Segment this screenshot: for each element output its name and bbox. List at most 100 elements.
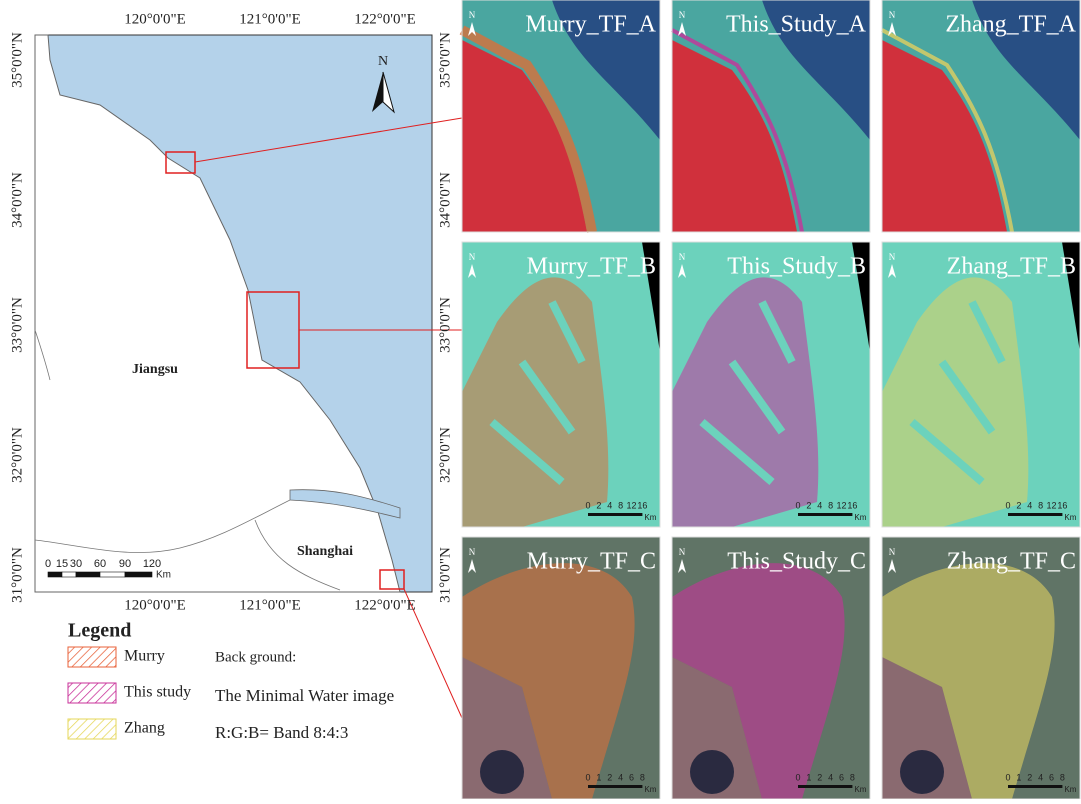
scale-label: 16 bbox=[847, 500, 857, 510]
scale-label: 1 bbox=[596, 772, 601, 782]
lon-label: 120°0'0"E bbox=[124, 597, 186, 613]
scale-unit: Km bbox=[644, 513, 656, 522]
scale-label: 4 bbox=[828, 772, 833, 782]
background-note: R:G:B= Band 8:4:3 bbox=[215, 723, 348, 742]
panel-north: N bbox=[679, 252, 686, 262]
scale-label: 30 bbox=[70, 558, 82, 570]
scale-label: 2 bbox=[817, 772, 822, 782]
scale-label: 0 bbox=[585, 500, 590, 510]
scale-label: 15 bbox=[56, 558, 68, 570]
scale-label: 16 bbox=[637, 500, 647, 510]
lat-label: 33°0'0"N bbox=[9, 297, 25, 353]
scale-bar bbox=[588, 513, 642, 516]
scale-unit: Km bbox=[644, 785, 656, 794]
background-note: Back ground: bbox=[215, 649, 296, 665]
panel-title: Murry_TF_A bbox=[525, 12, 656, 38]
scale-label: 120 bbox=[143, 558, 161, 570]
panel: NThis_Study_A bbox=[672, 0, 870, 232]
scale-label: 4 bbox=[1038, 772, 1043, 782]
panel: N Zhang_TF_A bbox=[882, 0, 1080, 232]
panel-title: Zhang_TF_C bbox=[947, 549, 1076, 575]
scale-label: 12 bbox=[627, 500, 637, 510]
scale-label: 4 bbox=[817, 500, 822, 510]
panel-north: N bbox=[469, 547, 476, 557]
scale-bar bbox=[798, 785, 852, 788]
scale-unit: Km bbox=[156, 570, 171, 581]
legend-title: Legend bbox=[68, 620, 131, 642]
panel-north: N bbox=[889, 10, 896, 20]
lat-label: 32°0'0"N bbox=[9, 427, 25, 483]
scale-label: 8 bbox=[618, 500, 623, 510]
panel: NZhang_TF_C012468Km bbox=[882, 537, 1080, 799]
scale-segment bbox=[62, 572, 76, 577]
figure: Jiangsu Shanghai N 015306090120Km 120°0'… bbox=[0, 0, 1081, 799]
scale-label: 0 bbox=[795, 772, 800, 782]
legend-label: This study bbox=[124, 684, 191, 701]
scale-label: 90 bbox=[119, 558, 131, 570]
scale-unit: Km bbox=[854, 785, 866, 794]
image-land bbox=[690, 750, 734, 794]
scale-segment bbox=[100, 572, 125, 577]
scale-label: 2 bbox=[596, 500, 601, 510]
legend-swatch bbox=[68, 647, 116, 667]
lon-label: 122°0'0"E bbox=[354, 11, 416, 27]
panel-north: N bbox=[679, 547, 686, 557]
image-land bbox=[900, 750, 944, 794]
scale-label: 12 bbox=[1047, 500, 1057, 510]
scale-label: 2 bbox=[1027, 772, 1032, 782]
scale-label: 0 bbox=[585, 772, 590, 782]
scale-segment bbox=[48, 572, 62, 577]
lat-label: 35°0'0"N bbox=[9, 32, 25, 88]
scale-label: 4 bbox=[618, 772, 623, 782]
legend-label: Murry bbox=[124, 648, 165, 665]
scale-label: 4 bbox=[1027, 500, 1032, 510]
panel-title: This_Study_B bbox=[727, 254, 866, 280]
scale-label: 16 bbox=[1057, 500, 1067, 510]
scale-unit: Km bbox=[1064, 785, 1076, 794]
panel: N Murry_TF_A bbox=[462, 0, 660, 232]
scale-label: 1 bbox=[1016, 772, 1021, 782]
lat-label: 33°0'0"N bbox=[437, 297, 453, 353]
scale-bar bbox=[798, 513, 852, 516]
scale-label: 12 bbox=[837, 500, 847, 510]
scale-unit: Km bbox=[1064, 513, 1076, 522]
legend-label: Zhang bbox=[124, 720, 165, 737]
background-note: The Minimal Water image bbox=[215, 686, 394, 705]
scale-label: 0 bbox=[1005, 500, 1010, 510]
scale-label: 60 bbox=[94, 558, 106, 570]
region-label: Shanghai bbox=[297, 544, 353, 559]
lat-label: 34°0'0"N bbox=[437, 172, 453, 228]
panel-north: N bbox=[679, 10, 686, 20]
panel-title: Murry_TF_B bbox=[527, 254, 656, 280]
scale-bar bbox=[1008, 513, 1062, 516]
scale-label: 4 bbox=[607, 500, 612, 510]
image-land bbox=[480, 750, 524, 794]
scale-segment bbox=[125, 572, 152, 577]
legend: Murry This study Zhang bbox=[68, 647, 191, 739]
lon-label: 122°0'0"E bbox=[354, 597, 416, 613]
legend-swatch bbox=[68, 683, 116, 703]
lon-label: 121°0'0"E bbox=[239, 597, 301, 613]
north-label: N bbox=[378, 54, 388, 69]
lat-label: 35°0'0"N bbox=[437, 32, 453, 88]
scale-label: 8 bbox=[1060, 772, 1065, 782]
lat-label: 32°0'0"N bbox=[437, 427, 453, 483]
legend-swatch bbox=[68, 719, 116, 739]
scale-label: 2 bbox=[607, 772, 612, 782]
scale-label: 6 bbox=[839, 772, 844, 782]
scale-label: 2 bbox=[1016, 500, 1021, 510]
panel-title: This_Study_C bbox=[727, 549, 866, 575]
scale-label: 8 bbox=[828, 500, 833, 510]
scale-label: 0 bbox=[45, 558, 51, 570]
scale-label: 0 bbox=[1005, 772, 1010, 782]
panel-north: N bbox=[469, 10, 476, 20]
panel-title: Zhang_TF_A bbox=[945, 12, 1076, 38]
lat-label: 31°0'0"N bbox=[9, 547, 25, 603]
scale-label: 8 bbox=[850, 772, 855, 782]
